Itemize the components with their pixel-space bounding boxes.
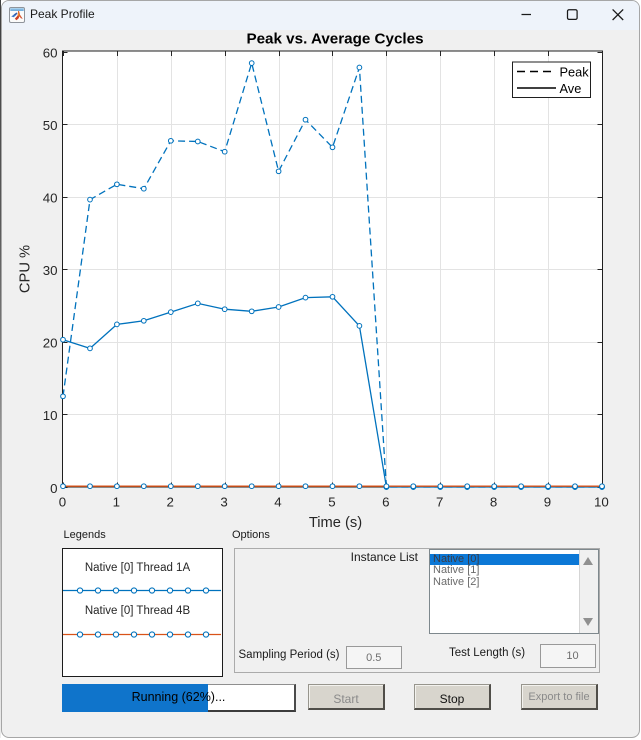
svg-text:10: 10 [594,495,609,510]
svg-text:20: 20 [43,336,58,351]
svg-text:Time (s): Time (s) [309,515,362,531]
svg-text:Peak vs. Average Cycles: Peak vs. Average Cycles [246,31,423,48]
svg-text:2: 2 [166,495,173,510]
svg-text:9: 9 [544,495,551,510]
svg-text:30: 30 [43,263,58,278]
svg-text:1: 1 [113,495,120,510]
svg-text:CPU %: CPU % [18,245,34,293]
svg-text:8: 8 [490,495,497,510]
svg-text:0: 0 [59,495,66,510]
svg-text:40: 40 [43,191,58,206]
svg-text:3: 3 [220,495,227,510]
svg-text:4: 4 [274,495,281,510]
svg-text:60: 60 [43,45,58,60]
svg-text:50: 50 [43,118,58,133]
svg-text:7: 7 [436,495,443,510]
svg-text:Peak: Peak [560,65,590,80]
svg-text:Ave: Ave [560,81,582,96]
svg-text:0: 0 [50,481,57,496]
svg-text:10: 10 [43,408,58,423]
svg-text:6: 6 [382,495,389,510]
svg-text:5: 5 [328,495,335,510]
